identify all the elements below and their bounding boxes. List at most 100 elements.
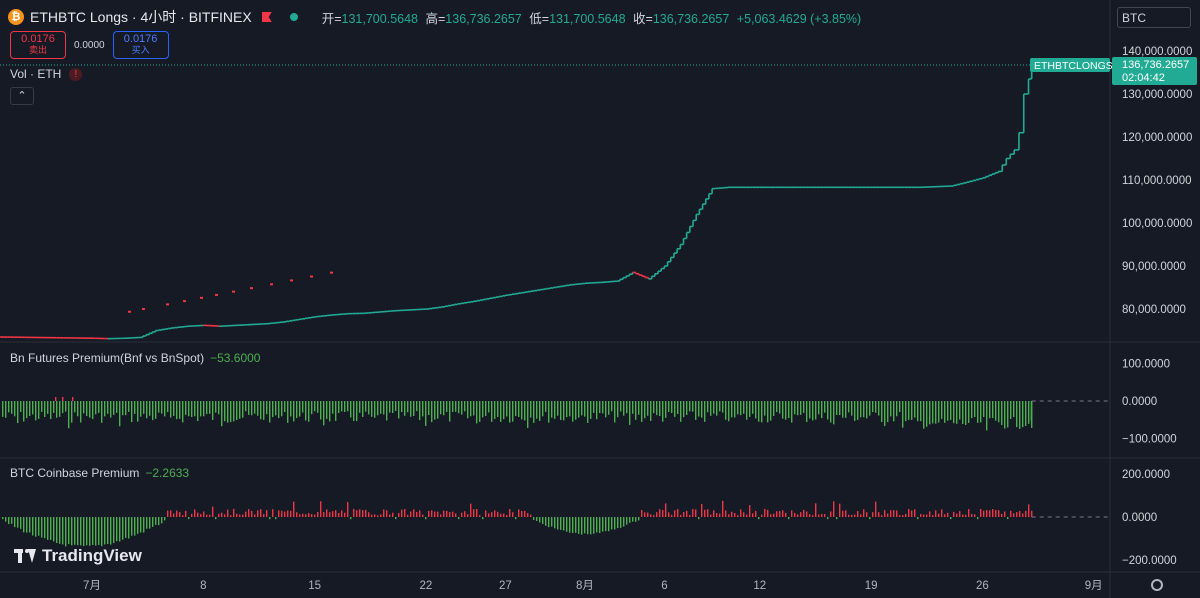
coinbase-histogram-bar — [473, 509, 475, 517]
buy-button[interactable]: 0.0176 买入 — [112, 31, 169, 59]
coinbase-histogram-bar — [524, 510, 526, 517]
coinbase-histogram-bar — [503, 513, 505, 517]
price-down-mark — [166, 303, 169, 306]
futures-histogram-bar — [935, 401, 937, 424]
flag-icon[interactable] — [261, 12, 272, 22]
coinbase-histogram-bar — [365, 509, 367, 517]
coinbase-histogram-bar — [29, 517, 31, 533]
futures-histogram-bar — [716, 401, 718, 416]
coinbase-histogram-bar — [98, 517, 100, 545]
coinbase-histogram-bar — [284, 511, 286, 517]
futures-histogram-bar — [971, 401, 973, 419]
coinbase-histogram-bar — [605, 517, 607, 532]
futures-histogram-bar — [698, 401, 700, 417]
coinbase-histogram-bar — [734, 512, 736, 517]
coinbase-histogram-bar — [797, 514, 799, 517]
coinbase-histogram-bar — [815, 503, 817, 517]
coinbase-histogram-bar — [773, 513, 775, 517]
futures-histogram-bar — [380, 401, 382, 414]
futures-histogram-bar — [263, 401, 265, 420]
coinbase-histogram-bar — [353, 508, 355, 517]
coinbase-histogram-bar — [431, 510, 433, 517]
futures-histogram-bar — [296, 401, 298, 419]
futures-histogram-bar — [902, 401, 904, 428]
coinbase-histogram-bar — [242, 514, 244, 517]
futures-histogram-bar — [974, 401, 976, 418]
coinbase-histogram-bar — [410, 511, 412, 517]
coinbase-histogram-bar — [230, 515, 232, 517]
coinbase-histogram-bar — [662, 510, 664, 517]
coinbase-histogram-bar — [818, 514, 820, 517]
coinbase-histogram-bar — [461, 512, 463, 517]
coinbase-histogram-bar — [914, 509, 916, 517]
futures-histogram-bar — [272, 401, 274, 418]
symbol-title[interactable]: ETHBTC Longs · 4小时 · BITFINEX — [30, 9, 252, 25]
futures-premium-name: Bn Futures Premium(Bnf vs BnSpot) — [10, 351, 205, 365]
coinbase-histogram-bar — [104, 517, 106, 545]
futures-histogram-bar — [287, 401, 289, 423]
coinbase-histogram-bar — [476, 508, 478, 517]
coinbase-histogram-bar — [560, 517, 562, 530]
coinbase-histogram-bar — [902, 515, 904, 517]
futures-histogram-bar — [218, 401, 220, 415]
tradingview-logo[interactable]: TradingView — [14, 546, 142, 566]
coinbase-histogram-bar — [2, 517, 4, 520]
vol-legend[interactable]: Vol · ETH! — [10, 67, 83, 82]
coinbase-histogram-bar — [941, 509, 943, 517]
coinbase-histogram-bar — [893, 510, 895, 517]
x-axis-tick-label: 12 — [753, 580, 766, 592]
futures-histogram-bar — [479, 401, 481, 422]
futures-histogram-bar — [791, 401, 793, 423]
futures-histogram-bar — [110, 401, 112, 418]
futures-histogram-bar — [821, 401, 823, 419]
futures-histogram-bar — [203, 401, 205, 417]
coinbase-histogram-bar — [470, 503, 472, 517]
futures-histogram-bar — [431, 401, 433, 423]
futures-histogram-bar — [773, 401, 775, 416]
coinbase-histogram-bar — [347, 502, 349, 517]
futures-histogram-bar — [797, 401, 799, 416]
coinbase-histogram-bar — [509, 509, 511, 517]
coinbase-histogram-bar — [965, 514, 967, 517]
coinbase-histogram-bar — [107, 517, 109, 545]
futures-histogram-bar — [953, 401, 955, 424]
coinbase-histogram-bar — [539, 517, 541, 523]
coinbase-histogram-bar — [269, 517, 271, 520]
futures-premium-legend[interactable]: Bn Futures Premium(Bnf vs BnSpot) −53.600… — [10, 351, 260, 365]
coinbase-histogram-bar — [626, 517, 628, 525]
futures-histogram-bar — [635, 401, 637, 420]
coinbase-histogram-bar — [119, 517, 121, 542]
chevron-up-icon[interactable]: ⌃ — [10, 87, 34, 105]
futures-histogram-bar — [584, 401, 586, 417]
futures-histogram-bar — [983, 401, 985, 418]
futures-histogram-bar — [77, 401, 79, 417]
sell-button[interactable]: 0.0176 卖出 — [10, 31, 66, 59]
futures-histogram-bar — [818, 401, 820, 415]
coinbase-histogram-bar — [110, 517, 112, 545]
futures-histogram-bar — [803, 401, 805, 413]
price-down-mark — [215, 293, 218, 296]
futures-histogram-bar — [863, 401, 865, 418]
futures-histogram-bar — [104, 401, 106, 417]
currency-select[interactable]: BTC — [1117, 7, 1191, 28]
coinbase-premium-legend[interactable]: BTC Coinbase Premium −2.2633 — [10, 466, 189, 480]
coinbase-histogram-bar — [809, 514, 811, 517]
futures-histogram-bar — [941, 401, 943, 419]
futures-histogram-bar — [890, 401, 892, 417]
coinbase-histogram-bar — [329, 512, 331, 517]
coinbase-y-tick-label: 200.0000 — [1122, 469, 1170, 481]
coinbase-histogram-bar — [854, 514, 856, 517]
coinbase-histogram-bar — [455, 513, 457, 517]
futures-histogram-bar — [965, 401, 967, 425]
warning-icon[interactable]: ! — [69, 68, 83, 82]
main-y-tick-label: 130,000.0000 — [1122, 89, 1192, 101]
coinbase-histogram-bar — [569, 517, 571, 533]
coinbase-histogram-bar — [908, 508, 910, 517]
futures-histogram-bar — [539, 401, 541, 421]
futures-histogram-bar — [839, 401, 841, 416]
futures-histogram-bar — [344, 401, 346, 412]
settings-icon[interactable] — [1151, 579, 1163, 591]
coinbase-histogram-bar — [719, 513, 721, 517]
coinbase-histogram-bar — [743, 512, 745, 517]
